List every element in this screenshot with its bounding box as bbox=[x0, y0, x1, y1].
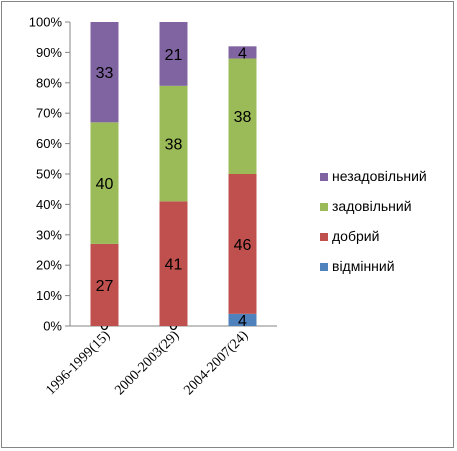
legend-label: добрий bbox=[332, 228, 379, 244]
y-tick-label: 100% bbox=[29, 15, 63, 30]
y-tick-label: 80% bbox=[36, 75, 62, 90]
bar-segment bbox=[228, 58, 257, 175]
data-label: 4 bbox=[238, 45, 247, 62]
y-tick-label: 0% bbox=[43, 319, 62, 334]
legend-swatch bbox=[320, 173, 328, 181]
bar-segment bbox=[90, 22, 119, 123]
data-label: 40 bbox=[96, 176, 114, 193]
bar-segment bbox=[90, 243, 119, 326]
y-tick-label: 20% bbox=[36, 258, 62, 273]
bar-segment bbox=[228, 46, 257, 59]
bar-segment bbox=[159, 22, 188, 86]
bar-segment bbox=[228, 313, 257, 326]
bar-segment bbox=[228, 174, 257, 314]
data-label: 38 bbox=[165, 137, 183, 154]
y-tick-label: 50% bbox=[36, 167, 62, 182]
data-label: 41 bbox=[165, 257, 183, 274]
y-tick-label: 60% bbox=[36, 136, 62, 151]
data-label: 27 bbox=[96, 278, 114, 295]
x-tick-label: 2000-2003(29) bbox=[112, 328, 182, 398]
y-tick-label: 40% bbox=[36, 197, 62, 212]
y-tick-label: 30% bbox=[36, 227, 62, 242]
bar-segment bbox=[159, 201, 188, 326]
legend-label: відмінний bbox=[332, 258, 395, 274]
data-label: 21 bbox=[165, 47, 183, 64]
x-tick-label: 1996-1999(15) bbox=[43, 328, 113, 398]
data-label: 33 bbox=[96, 65, 114, 82]
data-label: 46 bbox=[234, 237, 252, 254]
data-label: 38 bbox=[234, 109, 252, 126]
y-tick-label: 10% bbox=[36, 288, 62, 303]
legend-swatch bbox=[320, 263, 328, 271]
x-tick-label: 2004-2007(24) bbox=[181, 328, 251, 398]
bar-segment bbox=[159, 85, 188, 202]
bar-segment bbox=[90, 122, 119, 244]
legend-label: незадовільний bbox=[332, 168, 427, 184]
legend-swatch bbox=[320, 203, 328, 211]
legend-swatch bbox=[320, 233, 328, 241]
y-tick-label: 70% bbox=[36, 106, 62, 121]
y-tick-label: 90% bbox=[36, 45, 62, 60]
data-label: 4 bbox=[238, 313, 247, 330]
legend-label: задовільний bbox=[332, 198, 412, 214]
